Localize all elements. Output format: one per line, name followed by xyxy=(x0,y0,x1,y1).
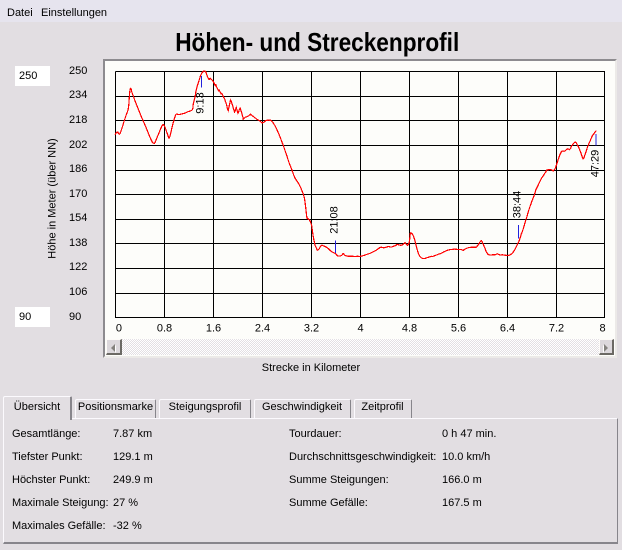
svg-text:7.2: 7.2 xyxy=(549,323,564,335)
svg-text:4.8: 4.8 xyxy=(402,323,417,335)
svg-text:9:13: 9:13 xyxy=(195,92,207,113)
svg-text:6.4: 6.4 xyxy=(500,323,515,335)
svg-text:38:44: 38:44 xyxy=(512,191,524,219)
svg-text:8: 8 xyxy=(600,323,606,335)
svg-text:21:08: 21:08 xyxy=(329,206,341,234)
svg-text:1.6: 1.6 xyxy=(206,323,221,335)
svg-text:2.4: 2.4 xyxy=(255,323,270,335)
svg-text:5.6: 5.6 xyxy=(451,323,466,335)
svg-text:4: 4 xyxy=(357,323,363,335)
svg-text:3.2: 3.2 xyxy=(304,323,319,335)
svg-text:0.8: 0.8 xyxy=(157,323,172,335)
svg-text:47:29: 47:29 xyxy=(590,150,602,178)
svg-text:0: 0 xyxy=(116,323,122,335)
